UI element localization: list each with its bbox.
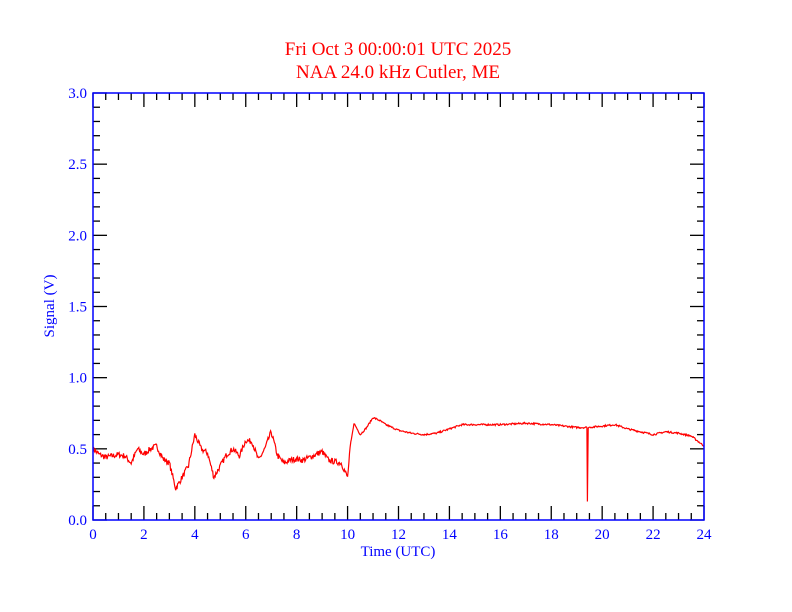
y-tick-label: 1.5 <box>68 300 87 316</box>
y-tick-label: 0.0 <box>68 513 87 529</box>
y-tick-label: 2.0 <box>68 228 87 244</box>
x-tick-label: 22 <box>646 527 661 543</box>
x-axis-label: Time (UTC) <box>361 544 436 560</box>
chart-title: Fri Oct 3 00:00:01 UTC 2025 <box>285 39 511 60</box>
x-tick-label: 4 <box>191 527 199 543</box>
y-tick-label: 0.5 <box>68 442 87 458</box>
x-tick-label: 2 <box>140 527 148 543</box>
x-tick-label: 8 <box>293 527 301 543</box>
tick-marks <box>92 92 705 521</box>
signal-line <box>92 417 704 502</box>
x-tick-label: 6 <box>242 527 250 543</box>
x-tick-label: 10 <box>340 527 355 543</box>
x-tick-label: 16 <box>493 527 509 543</box>
y-tick-labels: 0.0 0.5 1.0 1.5 2.0 2.5 3.0 <box>68 86 87 529</box>
y-tick-label: 1.0 <box>68 371 87 387</box>
chart-subtitle: NAA 24.0 kHz Cutler, ME <box>296 62 500 83</box>
x-tick-label: 18 <box>544 527 559 543</box>
x-tick-label: 0 <box>89 527 97 543</box>
x-tick-label: 12 <box>391 527 406 543</box>
x-tick-label: 14 <box>442 527 458 543</box>
x-tick-label: 20 <box>595 527 610 543</box>
y-tick-label: 2.5 <box>68 157 87 173</box>
x-tick-label: 24 <box>697 527 713 543</box>
plot-frame <box>92 92 705 521</box>
x-tick-labels: 0 2 4 6 8 10 12 14 16 18 20 22 24 <box>89 527 712 543</box>
y-axis-label: Signal (V) <box>42 275 58 338</box>
y-tick-label: 3.0 <box>68 86 87 102</box>
